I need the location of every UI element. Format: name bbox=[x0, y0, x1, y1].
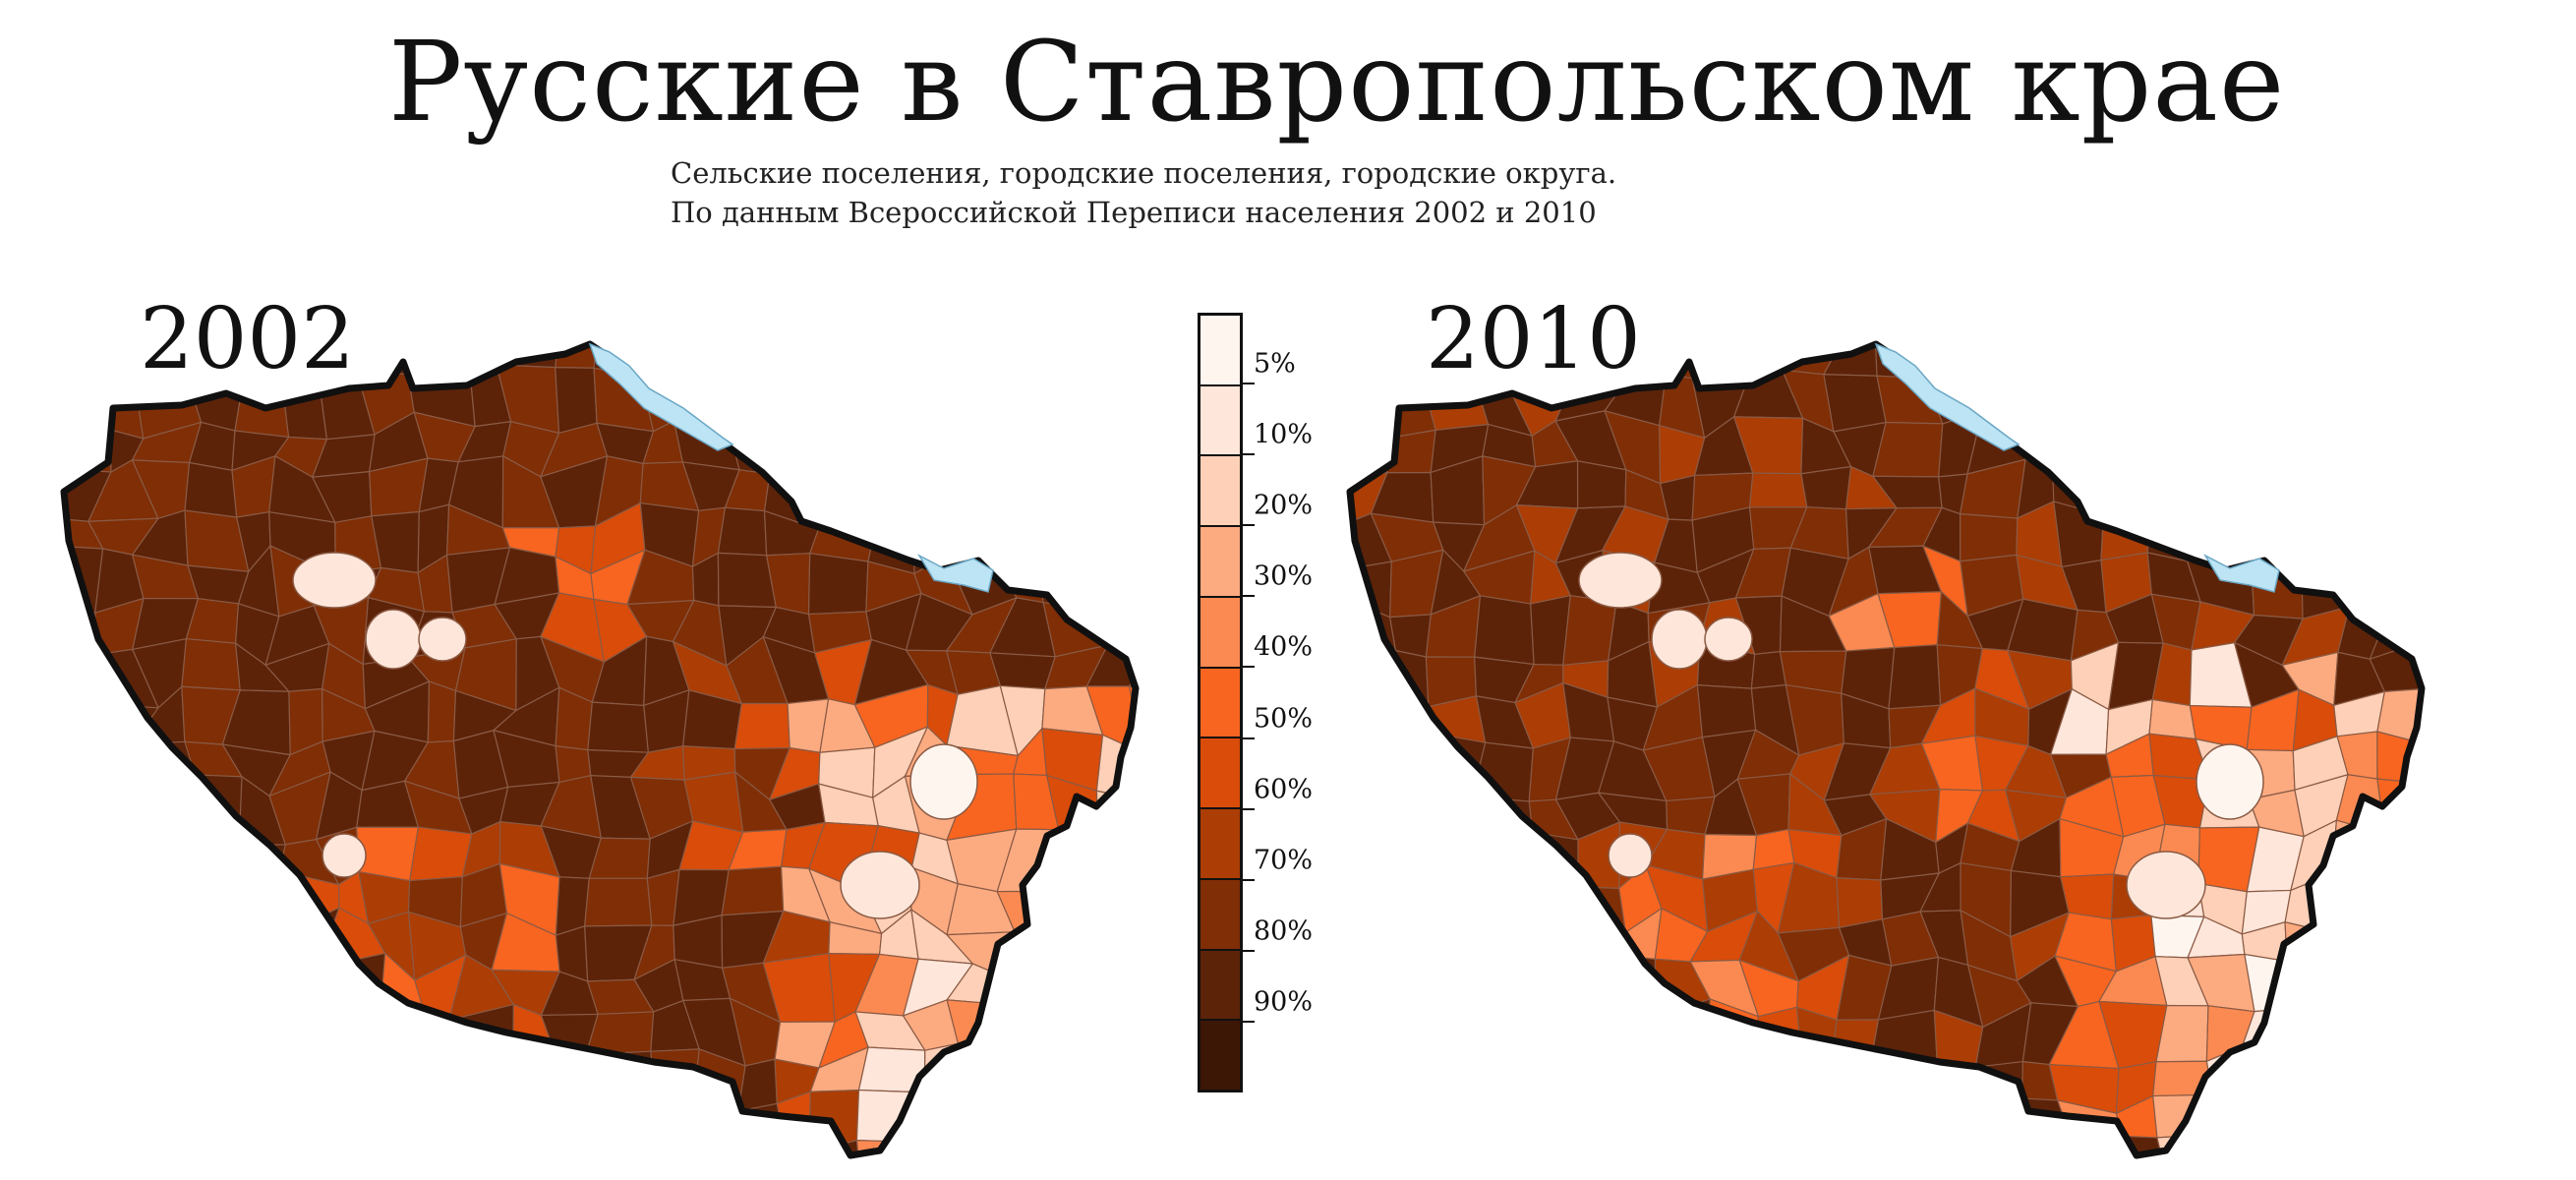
city-district bbox=[418, 617, 467, 662]
district bbox=[555, 366, 598, 435]
city-district bbox=[909, 743, 978, 820]
district bbox=[2236, 1045, 2284, 1094]
legend-label: 40% bbox=[1254, 631, 1314, 663]
legend-swatch bbox=[1200, 316, 1240, 386]
water-body bbox=[1874, 342, 2280, 593]
district bbox=[946, 1042, 1014, 1109]
legend-label: 10% bbox=[1254, 419, 1314, 450]
legend-swatch bbox=[1200, 950, 1240, 1022]
district bbox=[2284, 920, 2348, 974]
map-title: Русские в Ставропольском крае bbox=[388, 19, 2286, 147]
legend-swatch bbox=[1200, 597, 1240, 669]
district bbox=[2376, 688, 2422, 749]
legend-tick bbox=[1243, 383, 1255, 385]
district bbox=[1748, 472, 1808, 508]
legend-swatch bbox=[1200, 385, 1240, 457]
district bbox=[989, 652, 1056, 690]
legend-tick bbox=[1243, 524, 1255, 527]
legend-swatch bbox=[1200, 456, 1240, 528]
legend-label: 60% bbox=[1254, 774, 1314, 805]
city-district bbox=[322, 833, 367, 878]
year-label-2002: 2002 bbox=[140, 290, 355, 388]
city-district bbox=[1608, 833, 1653, 878]
legend-swatch bbox=[1200, 738, 1240, 810]
legend-tick bbox=[1243, 595, 1255, 598]
district bbox=[733, 702, 790, 750]
district bbox=[587, 701, 650, 753]
city-district bbox=[365, 609, 422, 670]
district bbox=[776, 1091, 811, 1155]
legend-label: 5% bbox=[1254, 348, 1296, 380]
district bbox=[1696, 683, 1757, 738]
district bbox=[1888, 644, 1942, 710]
city-district bbox=[1704, 617, 1753, 662]
city-district bbox=[2195, 743, 2264, 820]
district bbox=[64, 365, 113, 432]
legend-tick bbox=[1243, 453, 1255, 456]
legend-swatch bbox=[1200, 668, 1240, 739]
district bbox=[721, 865, 785, 916]
city-district bbox=[1578, 552, 1663, 609]
legend-labels: 5% 10% 20% 30% 40% 50% 60% 70% 80% 90% bbox=[1243, 313, 1391, 1092]
district bbox=[2331, 819, 2386, 874]
legend-label: 50% bbox=[1254, 703, 1314, 735]
district bbox=[427, 680, 457, 743]
district bbox=[2156, 1135, 2197, 1155]
choropleth-map-2002 bbox=[60, 340, 1140, 1159]
map-subtitle: Сельские поселения, городские поселения,… bbox=[671, 153, 1616, 232]
legend-tick bbox=[1243, 737, 1255, 739]
legend-swatch bbox=[1200, 809, 1240, 880]
district bbox=[181, 638, 241, 691]
city-district bbox=[292, 552, 377, 609]
district bbox=[717, 506, 768, 557]
legend-tick bbox=[1243, 1020, 1255, 1023]
legend-tick bbox=[1243, 878, 1255, 881]
district bbox=[1554, 886, 1627, 933]
district bbox=[184, 461, 238, 518]
legend-label: 80% bbox=[1254, 915, 1314, 947]
legend-label: 70% bbox=[1254, 845, 1314, 876]
legend-tick bbox=[1243, 807, 1255, 810]
legend-label: 90% bbox=[1254, 986, 1314, 1018]
subtitle-line-2: По данным Всероссийской Переписи населен… bbox=[671, 196, 1597, 229]
district bbox=[1823, 374, 1887, 433]
district bbox=[807, 553, 869, 616]
district bbox=[1960, 512, 2019, 562]
district bbox=[584, 877, 653, 927]
legend-label: 30% bbox=[1254, 560, 1314, 592]
legend-tick bbox=[1243, 949, 1255, 952]
district bbox=[650, 1048, 700, 1106]
year-label-2010: 2010 bbox=[1426, 290, 1641, 388]
district bbox=[408, 826, 473, 882]
choropleth-map-2010 bbox=[1346, 340, 2426, 1159]
city-district bbox=[840, 851, 920, 919]
district bbox=[1474, 595, 1535, 666]
legend-swatch bbox=[1200, 527, 1240, 598]
city-district bbox=[1651, 609, 1708, 670]
region-outline bbox=[1346, 340, 2426, 1159]
legend-label: 20% bbox=[1254, 490, 1314, 521]
legend-color-bar bbox=[1198, 313, 1243, 1092]
district bbox=[2148, 698, 2196, 740]
water-body bbox=[588, 342, 994, 593]
legend-tick bbox=[1243, 666, 1255, 669]
city-district bbox=[2126, 851, 2206, 919]
district bbox=[1754, 1006, 1804, 1072]
district bbox=[1009, 929, 1051, 980]
legend-swatch bbox=[1200, 1021, 1240, 1091]
district bbox=[88, 365, 145, 440]
subtitle-line-1: Сельские поселения, городские поселения,… bbox=[671, 156, 1617, 190]
district bbox=[1800, 465, 1852, 510]
district bbox=[1576, 460, 1627, 509]
legend-swatch bbox=[1200, 879, 1240, 951]
region-outline bbox=[60, 340, 1140, 1159]
